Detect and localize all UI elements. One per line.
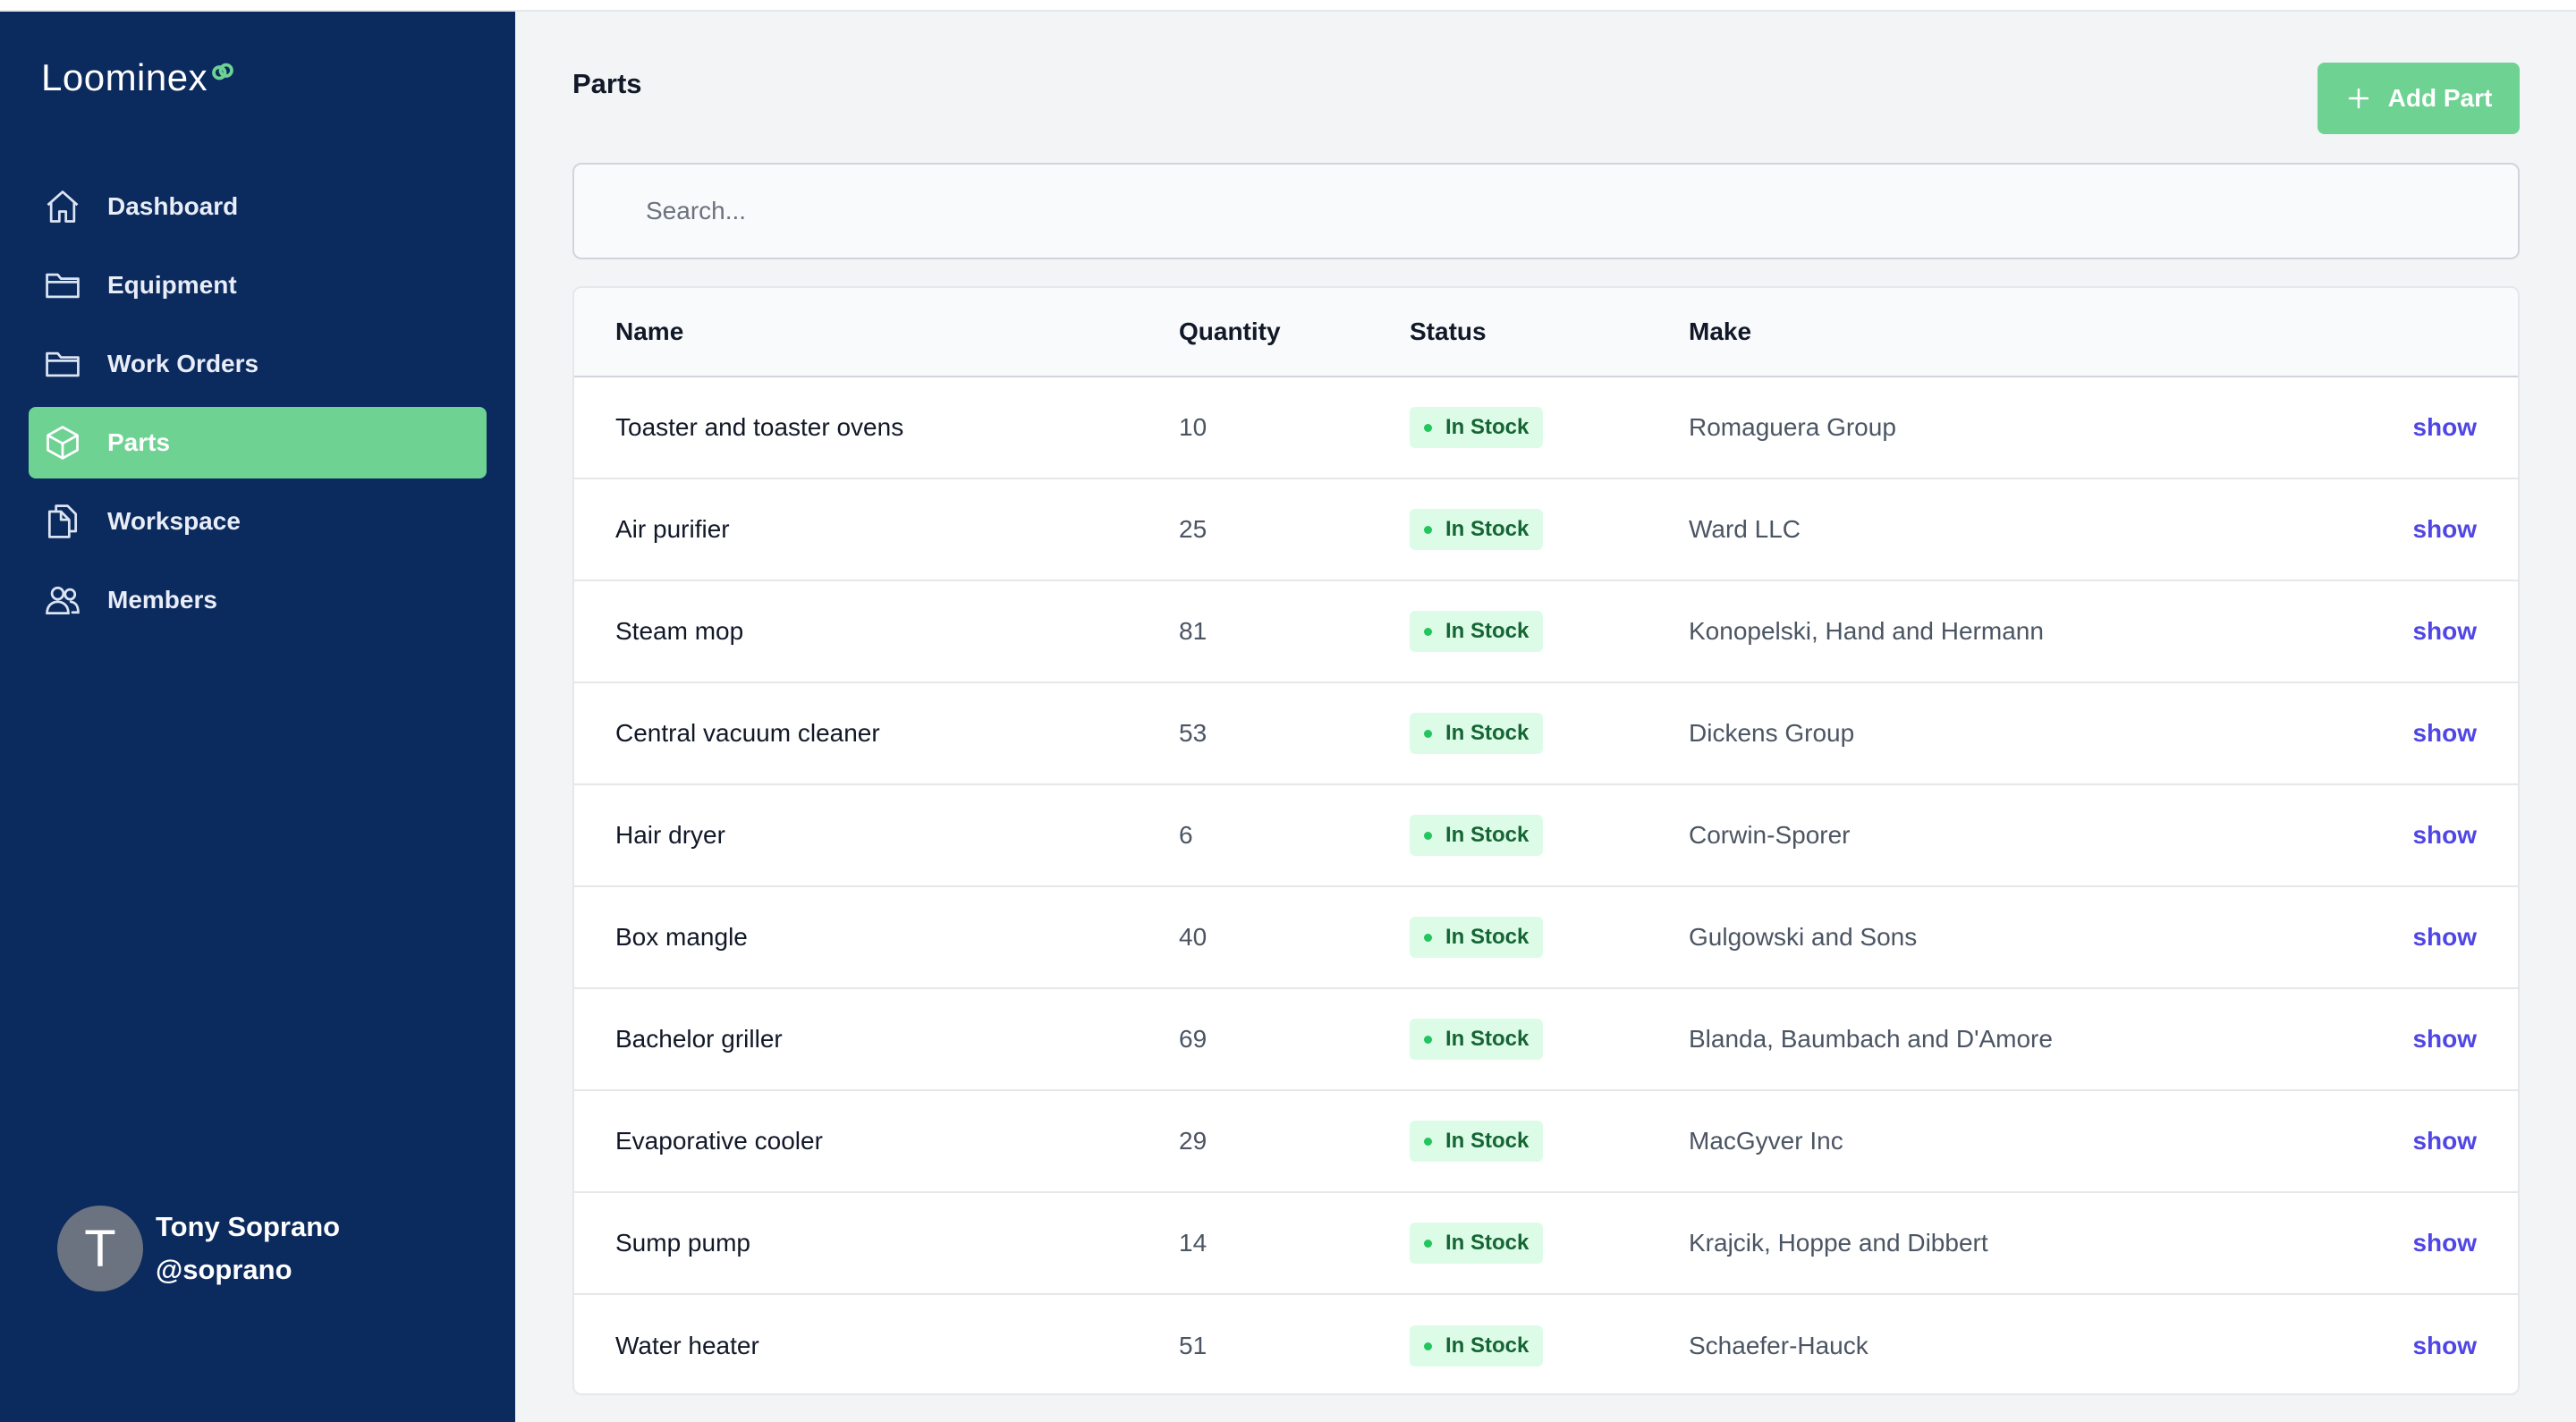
column-header-status[interactable]: Status bbox=[1410, 317, 1487, 345]
show-link[interactable]: show bbox=[2412, 923, 2477, 951]
sidebar-item-label: Equipment bbox=[107, 271, 237, 299]
show-link[interactable]: show bbox=[2412, 1229, 2477, 1257]
search-input[interactable] bbox=[572, 163, 2520, 259]
logo-text: Loominex bbox=[41, 56, 208, 98]
part-make: Konopelski, Hand and Hermann bbox=[1689, 617, 2044, 645]
user-handle: @soprano bbox=[156, 1254, 292, 1285]
sidebar-item-workspace[interactable]: Workspace bbox=[29, 486, 487, 557]
part-make: Ward LLC bbox=[1689, 515, 1801, 543]
folder-icon bbox=[46, 273, 80, 299]
avatar: T bbox=[57, 1206, 143, 1291]
part-quantity: 69 bbox=[1179, 1025, 1208, 1053]
users-icon bbox=[46, 586, 80, 615]
add-part-button[interactable]: Add Part bbox=[2318, 63, 2520, 134]
sidebar-item-members[interactable]: Members bbox=[29, 564, 487, 636]
show-link[interactable]: show bbox=[2412, 617, 2477, 645]
user-name: Tony Soprano bbox=[156, 1211, 341, 1242]
part-name: Steam mop bbox=[615, 617, 744, 645]
plus-icon bbox=[2348, 88, 2368, 109]
sidebar-item-equipment[interactable]: Equipment bbox=[29, 250, 487, 321]
part-name: Hair dryer bbox=[615, 821, 725, 849]
part-make: Krajcik, Hoppe and Dibbert bbox=[1689, 1229, 1988, 1257]
sidebar: Loominex Dashboard Equipment Work Orders bbox=[0, 12, 515, 1422]
part-make: Schaefer-Hauck bbox=[1689, 1332, 1868, 1359]
part-quantity: 40 bbox=[1179, 923, 1208, 951]
show-link[interactable]: show bbox=[2412, 413, 2477, 441]
table-row: Air purifier 25 In Stock Ward LLC show bbox=[574, 479, 2518, 581]
part-quantity: 10 bbox=[1179, 413, 1208, 441]
status-badge: In Stock bbox=[1410, 1223, 1544, 1264]
app-logo[interactable]: Loominex bbox=[41, 51, 236, 105]
part-quantity: 51 bbox=[1179, 1332, 1208, 1359]
status-badge: In Stock bbox=[1410, 1121, 1544, 1162]
sidebar-item-label: Work Orders bbox=[107, 350, 259, 377]
show-link[interactable]: show bbox=[2412, 821, 2477, 849]
part-quantity: 6 bbox=[1179, 821, 1193, 849]
table-row: Evaporative cooler 29 In Stock MacGyver … bbox=[574, 1091, 2518, 1193]
status-badge: In Stock bbox=[1410, 917, 1544, 958]
sidebar-item-label: Parts bbox=[107, 428, 171, 456]
part-name: Evaporative cooler bbox=[615, 1127, 823, 1155]
part-name: Central vacuum cleaner bbox=[615, 719, 880, 747]
show-link[interactable]: show bbox=[2412, 1025, 2477, 1053]
part-name: Air purifier bbox=[615, 515, 730, 543]
show-link[interactable]: show bbox=[2412, 1127, 2477, 1155]
part-quantity: 53 bbox=[1179, 719, 1208, 747]
user-profile[interactable]: T Tony Soprano @soprano bbox=[57, 1206, 340, 1291]
status-badge: In Stock bbox=[1410, 1325, 1544, 1367]
part-quantity: 25 bbox=[1179, 515, 1208, 543]
status-badge: In Stock bbox=[1410, 509, 1544, 550]
table-row: Water heater 51 In Stock Schaefer-Hauck … bbox=[574, 1295, 2518, 1393]
show-link[interactable]: show bbox=[2412, 1332, 2477, 1359]
part-name: Water heater bbox=[615, 1332, 759, 1359]
part-quantity: 14 bbox=[1179, 1229, 1208, 1257]
documents-icon bbox=[47, 504, 78, 538]
sidebar-item-parts[interactable]: Parts bbox=[29, 407, 487, 478]
part-make: Blanda, Baumbach and D'Amore bbox=[1689, 1025, 2053, 1053]
part-make: Gulgowski and Sons bbox=[1689, 923, 1918, 951]
status-badge: In Stock bbox=[1410, 407, 1544, 448]
show-link[interactable]: show bbox=[2412, 719, 2477, 747]
top-border bbox=[0, 0, 2576, 12]
column-header-quantity[interactable]: Quantity bbox=[1179, 317, 1281, 345]
page-title: Parts bbox=[572, 68, 642, 99]
sidebar-item-label: Workspace bbox=[107, 507, 241, 535]
status-badge: In Stock bbox=[1410, 815, 1544, 856]
table-row: Bachelor griller 69 In Stock Blanda, Bau… bbox=[574, 989, 2518, 1091]
table-row: Toaster and toaster ovens 10 In Stock Ro… bbox=[574, 377, 2518, 479]
show-link[interactable]: show bbox=[2412, 515, 2477, 543]
home-icon bbox=[47, 190, 79, 223]
part-name: Box mangle bbox=[615, 923, 748, 951]
table-row: Steam mop 81 In Stock Konopelski, Hand a… bbox=[574, 581, 2518, 683]
sidebar-item-label: Dashboard bbox=[107, 192, 239, 220]
parts-table: Name Quantity Status Make Toaster and to… bbox=[572, 286, 2520, 1395]
sidebar-item-work-orders[interactable]: Work Orders bbox=[29, 328, 487, 400]
part-make: MacGyver Inc bbox=[1689, 1127, 1843, 1155]
column-header-make[interactable]: Make bbox=[1689, 317, 1752, 345]
status-badge: In Stock bbox=[1410, 1019, 1544, 1060]
part-name: Toaster and toaster ovens bbox=[615, 413, 904, 441]
part-make: Corwin-Sporer bbox=[1689, 821, 1851, 849]
part-quantity: 29 bbox=[1179, 1127, 1208, 1155]
cube-icon bbox=[47, 426, 79, 460]
column-header-name[interactable]: Name bbox=[615, 317, 684, 345]
table-row: Box mangle 40 In Stock Gulgowski and Son… bbox=[574, 887, 2518, 989]
sidebar-item-dashboard[interactable]: Dashboard bbox=[29, 171, 487, 242]
sidebar-item-label: Members bbox=[107, 586, 217, 614]
add-part-label: Add Part bbox=[2387, 84, 2493, 112]
table-header: Name Quantity Status Make bbox=[574, 288, 2518, 377]
table-row: Hair dryer 6 In Stock Corwin-Sporer show bbox=[574, 785, 2518, 887]
table-row: Central vacuum cleaner 53 In Stock Dicke… bbox=[574, 683, 2518, 785]
part-make: Romaguera Group bbox=[1689, 413, 1896, 441]
status-badge: In Stock bbox=[1410, 611, 1544, 652]
link-icon bbox=[212, 63, 233, 80]
part-make: Dickens Group bbox=[1689, 719, 1855, 747]
folder-icon bbox=[46, 351, 80, 377]
table-row: Sump pump 14 In Stock Krajcik, Hoppe and… bbox=[574, 1193, 2518, 1295]
sidebar-nav: Dashboard Equipment Work Orders Parts Wo… bbox=[29, 171, 487, 643]
part-quantity: 81 bbox=[1179, 617, 1208, 645]
part-name: Sump pump bbox=[615, 1229, 750, 1257]
status-badge: In Stock bbox=[1410, 713, 1544, 754]
part-name: Bachelor griller bbox=[615, 1025, 783, 1053]
